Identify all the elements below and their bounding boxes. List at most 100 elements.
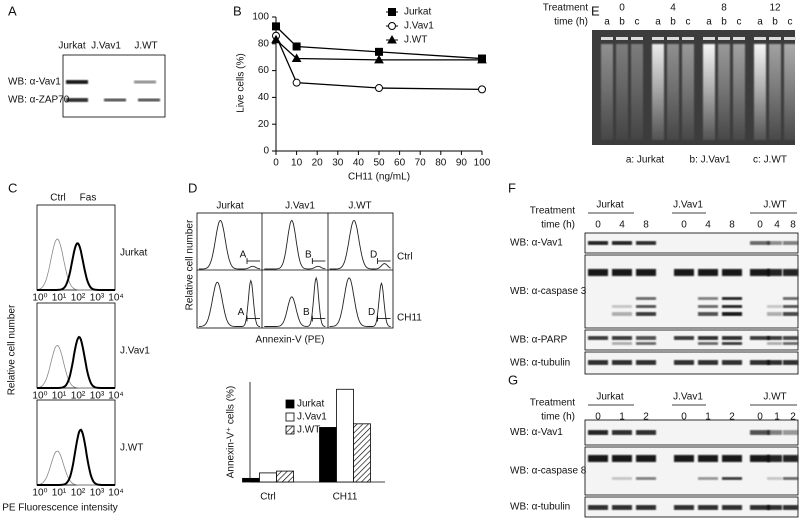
series-line (275, 35, 483, 91)
histogram-frame (196, 212, 394, 329)
histogram-curve (36, 345, 115, 389)
time-label: 4 (705, 220, 711, 231)
blot-band (612, 312, 632, 316)
x-axis-label: PE Fluorescence intensity (2, 503, 118, 514)
blot-band (783, 360, 798, 365)
bar (276, 470, 294, 483)
blot-band (612, 336, 632, 340)
blot-band (636, 505, 656, 510)
bar (259, 472, 277, 483)
x-tick-label: 80 (435, 158, 447, 169)
data-point (477, 54, 487, 64)
blot-band (636, 312, 656, 316)
histogram-curve (329, 277, 391, 327)
histogram-curve (329, 219, 391, 270)
gel-well (733, 37, 745, 40)
blot-band (674, 505, 694, 510)
data-point (291, 53, 302, 63)
time-label: 4 (774, 220, 780, 231)
legend-marker (388, 8, 396, 16)
x-tick-label: 90 (456, 158, 468, 169)
x-tick-label: 10² (71, 488, 86, 499)
time-label: 1 (774, 412, 780, 423)
histogram-curve (37, 428, 115, 486)
gel-smear (667, 44, 679, 140)
treatment-label: time (h) (554, 17, 588, 28)
time-label: 8 (790, 220, 796, 231)
blot-band (636, 241, 656, 245)
blot-band (104, 98, 126, 102)
x-tick-label: 10³ (90, 488, 105, 499)
blot-band (767, 430, 782, 435)
y-tick-label: 0 (263, 146, 269, 157)
row-label: Ctrl (397, 252, 413, 263)
y-tick-label: 60 (258, 65, 270, 76)
gel-smear (733, 44, 745, 140)
blot-band (767, 241, 782, 245)
group-label: J.WT (763, 392, 786, 403)
data-point (292, 78, 301, 87)
legend-label: J.Vav1 (404, 21, 434, 32)
lane-key: a: Jurkat (626, 155, 665, 166)
blot-band (783, 305, 798, 308)
bar (242, 477, 260, 483)
blot-band (767, 342, 782, 345)
legend-label: J.WT (404, 35, 427, 46)
panel-label: G (508, 372, 518, 387)
blot-frame (62, 54, 166, 118)
gate-label: D (370, 250, 377, 261)
group-label: J.Vav1 (673, 392, 703, 403)
blot-band (722, 360, 742, 365)
treatment-label: Treatment (530, 398, 575, 409)
y-axis-label: Live cells (%) (236, 53, 247, 112)
blot-band (612, 269, 632, 276)
blot-row-label: WB: α-caspase 3 (510, 286, 587, 297)
blot-band (722, 312, 742, 316)
column-label: J.Vav1 (285, 201, 315, 212)
histogram-frame (36, 204, 116, 291)
blot-row-label: WB: α-PARP (510, 335, 568, 346)
x-tick-label: 10¹ (52, 488, 67, 499)
blot-row-label: WB: α-Vav1 (510, 238, 563, 249)
blot-band (612, 241, 632, 245)
lane-key: c: J.WT (753, 155, 787, 166)
data-point (374, 54, 384, 64)
gel-well (682, 37, 694, 40)
x-tick-label: 10⁰ (32, 293, 47, 304)
x-tick-label: 10 (291, 158, 303, 169)
group-label: J.Vav1 (673, 200, 703, 211)
bar (336, 388, 354, 483)
histogram-frame (36, 302, 116, 389)
x-tick-label: 10⁰ (32, 391, 47, 402)
x-tick-label: 10⁰ (32, 488, 47, 499)
blot-band (750, 505, 770, 510)
legend-label: Jurkat (297, 399, 324, 410)
lane-label: J.WT (134, 41, 157, 52)
time-label: 8 (643, 220, 649, 231)
bar (353, 423, 371, 483)
lane-label: J.Vav1 (91, 41, 121, 52)
lane-label: b (619, 17, 625, 28)
blot-band (767, 312, 782, 316)
column-label: Jurkat (216, 201, 243, 212)
time-label: 8 (721, 3, 727, 14)
blot-band (783, 297, 798, 300)
blot-band (767, 336, 782, 340)
blot-band (722, 455, 742, 462)
legend-marker (387, 34, 397, 44)
treatment-label: time (h) (541, 412, 575, 423)
blot-band (698, 455, 718, 462)
time-label: 1 (619, 412, 625, 423)
row-label: J.Vav1 (120, 346, 150, 357)
gel-well (703, 37, 715, 40)
x-tick-label: 10¹ (52, 293, 67, 304)
x-tick-label: 10² (71, 391, 86, 402)
blot-band (750, 360, 770, 365)
blot-band (674, 269, 694, 276)
blot-band (722, 505, 742, 510)
histogram-curve (198, 279, 261, 327)
panel-label: B (233, 3, 242, 18)
gel-well (769, 37, 781, 40)
blot-band (698, 312, 718, 316)
blot-band (588, 269, 608, 276)
